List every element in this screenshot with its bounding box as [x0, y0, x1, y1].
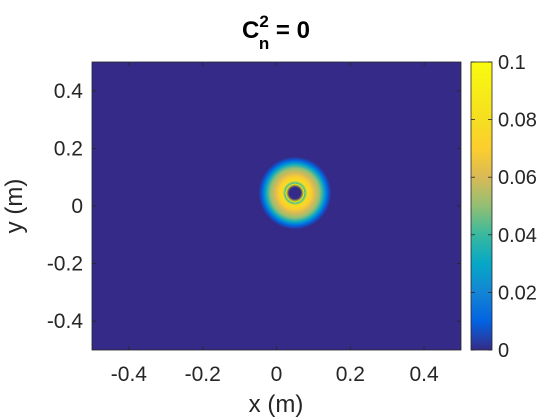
intensity-ring [258, 156, 332, 230]
x-tick-label: 0 [271, 363, 283, 386]
colorbar-tick-label: 0.1 [498, 52, 526, 74]
title-subscript: n [259, 34, 269, 53]
x-tick-label: -0.2 [185, 363, 221, 386]
colorbar [470, 61, 493, 351]
x-axis: -0.4 -0.2 0 0.2 0.4 [111, 62, 439, 386]
x-tick-label: -0.4 [111, 363, 148, 386]
y-axis: -0.4 -0.2 0 0.2 0.4 [47, 80, 461, 333]
title-superscript: 2 [259, 12, 268, 31]
field-layer [258, 156, 332, 230]
y-tick-label: 0.2 [54, 137, 83, 160]
colorbar-tick-label: 0.02 [498, 282, 537, 304]
x-tick-label: 0.4 [409, 363, 439, 386]
y-tick-label: -0.4 [47, 310, 84, 333]
colorbar-tick-label: 0.06 [498, 167, 537, 189]
y-tick-label: 0.4 [54, 80, 84, 103]
x-tick-label: 0.2 [336, 363, 365, 386]
x-axis-label: x (m) [249, 391, 304, 418]
y-tick-label: 0 [71, 195, 83, 218]
chart-title: C2 n = 0 [242, 12, 310, 53]
title-base: C [242, 17, 259, 44]
colorbar-tick-label: 0 [498, 340, 509, 362]
colorbar-tick-label: 0.04 [498, 225, 537, 247]
colorbar-tick-label: 0.08 [498, 110, 537, 132]
y-tick-label: -0.2 [47, 253, 83, 276]
title-rest: = 0 [269, 17, 310, 44]
y-axis-label: y (m) [1, 179, 28, 234]
colorbar-axis: 0 0.02 0.04 0.06 0.08 0.1 [471, 52, 537, 362]
